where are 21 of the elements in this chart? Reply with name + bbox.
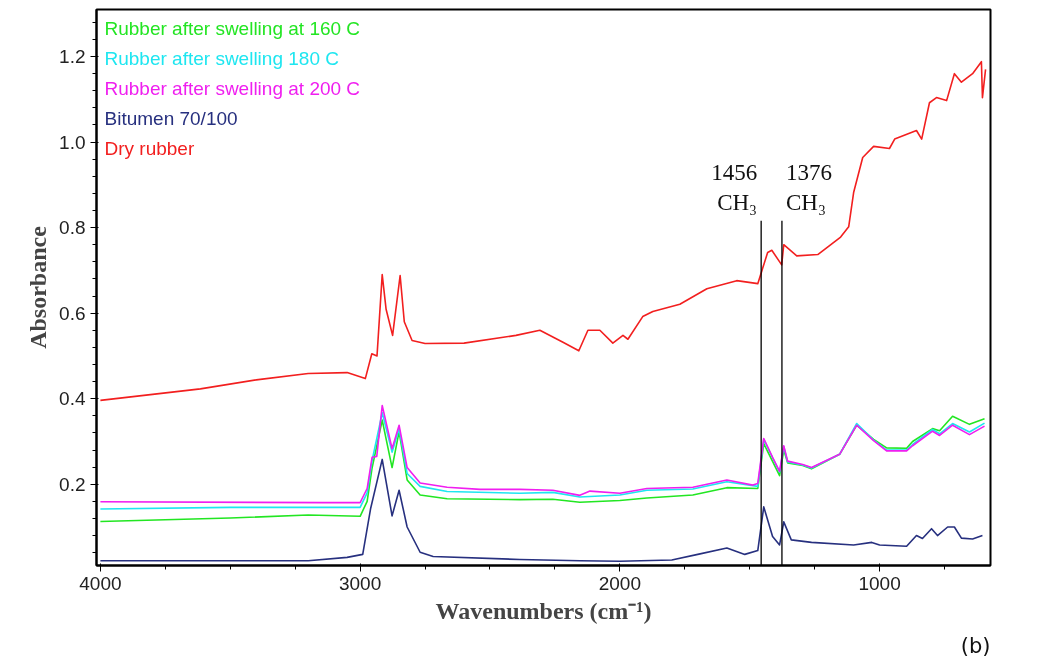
text: Bitumen 70/100 — [104, 107, 238, 129]
text: Rubber after swelling at 160 C — [104, 17, 361, 39]
text: Dry rubber — [104, 137, 195, 159]
ref-line-label: 1376 CH₃ — [785, 159, 832, 215]
line-series — [99, 458, 984, 563]
x-tick-label: 4000 — [79, 572, 122, 594]
text: Rubber after swelling 180 C — [104, 47, 339, 69]
ref-line-label: 1456 CH₃ — [711, 159, 758, 215]
x-tick-label: 2000 — [598, 572, 642, 594]
text: (b) — [960, 633, 991, 658]
text: Rubber after swelling at 200 C — [104, 77, 361, 99]
y-tick-label: 1.2 — [59, 46, 86, 68]
y-tick-label: 1.0 — [59, 131, 86, 153]
x-axis-title: Wavenumbers (cm⁻¹) — [435, 597, 652, 624]
y-tick-label: 0.8 — [59, 217, 86, 239]
x-tick-label: 1000 — [858, 572, 901, 594]
y-axis-title: Absorbance — [25, 225, 52, 349]
x-tick-label: 3000 — [338, 572, 382, 594]
y-tick-label: 0.6 — [59, 302, 86, 324]
y-tick-label: 0.2 — [59, 473, 86, 495]
y-tick-label: 0.4 — [59, 388, 86, 410]
